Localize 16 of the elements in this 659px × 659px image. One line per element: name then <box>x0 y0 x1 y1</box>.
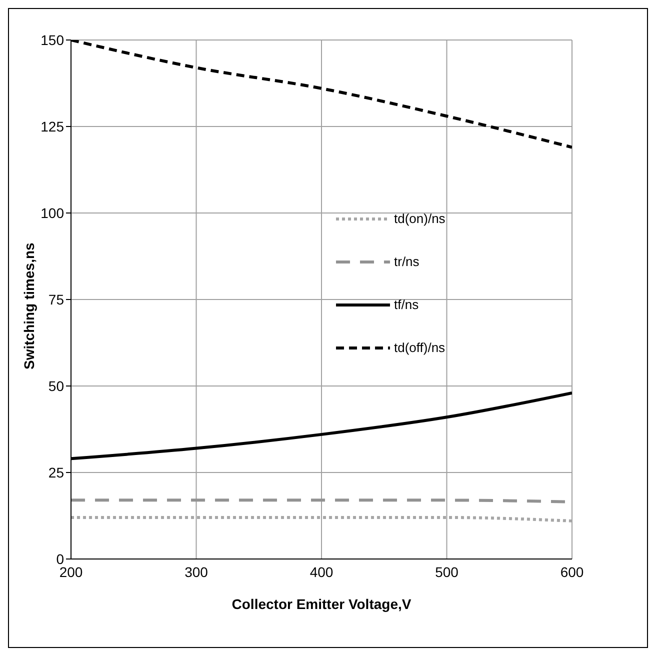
y-axis-title: Switching times,ns <box>20 242 37 370</box>
x-tick-label: 300 <box>184 564 208 580</box>
x-axis-title: Collector Emitter Voltage,V <box>232 596 412 612</box>
y-tick-label: 100 <box>40 204 64 221</box>
legend-label: td(on)/ns <box>394 211 446 226</box>
y-tick-label: 50 <box>48 378 64 394</box>
legend-label: tf/ns <box>394 297 419 312</box>
x-tick-label: 600 <box>560 564 584 580</box>
x-tick-label: 400 <box>310 564 334 580</box>
x-tick-label: 500 <box>435 564 459 580</box>
legend-label: tr/ns <box>394 254 420 269</box>
y-tick-label: 150 <box>40 32 64 48</box>
y-tick-label: 75 <box>48 291 64 308</box>
legend-label: td(off)/ns <box>394 340 446 355</box>
y-tick-label: 125 <box>40 118 64 134</box>
y-tick-label: 25 <box>48 464 64 480</box>
